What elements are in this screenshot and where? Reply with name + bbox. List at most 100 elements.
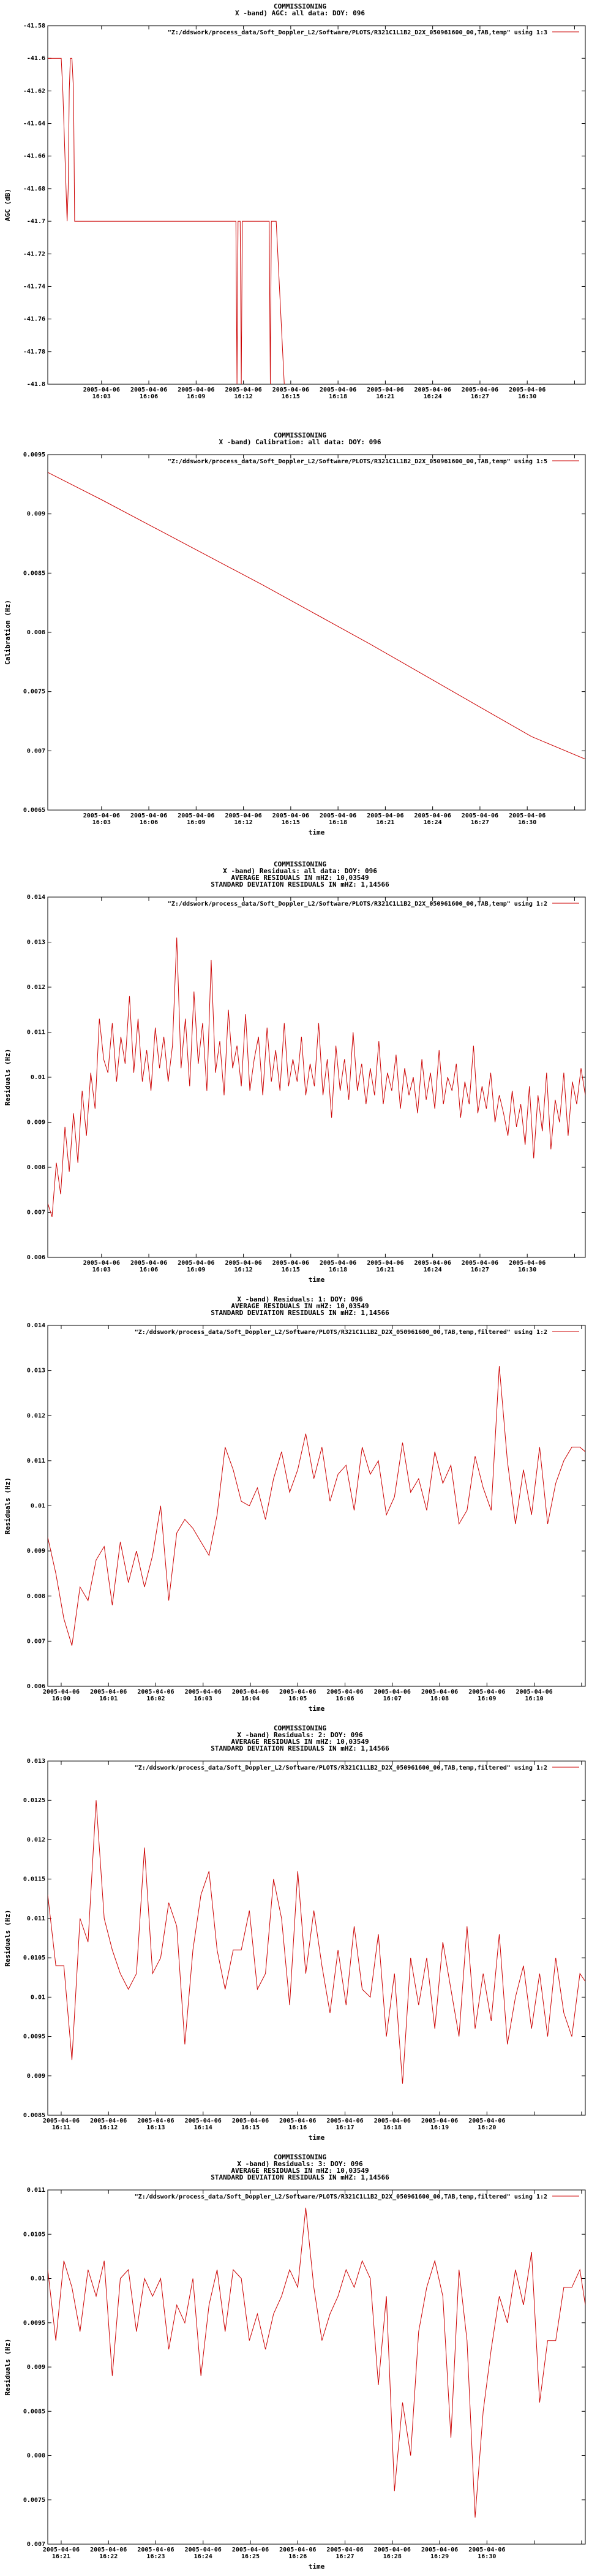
x-tick-label: 16:26: [288, 2553, 307, 2560]
x-tick-label: 16:16: [288, 2124, 307, 2131]
x-tick-label: 16:17: [336, 2124, 354, 2131]
x-tick-label: 16:30: [518, 393, 536, 400]
y-tick-label: 0.007: [27, 1638, 45, 1645]
x-axis-label: time: [309, 2563, 325, 2570]
x-tick-label: 2005-04-06: [509, 813, 546, 819]
x-tick-label: 16:09: [187, 819, 205, 826]
chart-title-line: COMMISSIONING: [274, 1724, 326, 1732]
y-tick-label: 0.007: [27, 2541, 45, 2548]
y-tick-label: -41.62: [23, 88, 45, 94]
x-tick-label: 2005-04-06: [185, 2118, 222, 2124]
chart-title-line: COMMISSIONING: [274, 860, 326, 868]
x-tick-label: 16:28: [383, 2553, 402, 2560]
y-tick-label: -41.64: [23, 121, 45, 127]
x-tick-label: 2005-04-06: [421, 2118, 458, 2124]
y-tick-label: 0.009: [27, 1548, 45, 1555]
y-tick-label: 0.0075: [23, 2497, 45, 2504]
x-tick-label: 2005-04-06: [83, 387, 120, 393]
x-tick-label: 2005-04-06: [462, 813, 498, 819]
x-tick-label: 16:15: [241, 2124, 260, 2131]
y-tick-label: -41.58: [23, 23, 45, 29]
legend-label: "Z:/ddswork/process_data/Soft_Doppler_L2…: [168, 458, 547, 465]
y-tick-label: 0.008: [27, 629, 45, 636]
x-tick-label: 16:15: [282, 393, 300, 400]
y-tick-label: 0.006: [27, 1683, 45, 1690]
x-tick-label: 2005-04-06: [43, 2547, 80, 2553]
x-tick-label: 16:21: [376, 819, 394, 826]
x-tick-label: 2005-04-06: [320, 387, 356, 393]
x-tick-label: 2005-04-06: [468, 1689, 505, 1695]
y-tick-label: 0.008: [27, 1593, 45, 1600]
y-tick-label: 0.011: [27, 1029, 45, 1036]
plot-frame: [47, 2189, 586, 2545]
x-tick-label: 2005-04-06: [178, 813, 214, 819]
chart-title-line: X -band) Residuals: 2: DOY: 096: [237, 1731, 363, 1739]
x-tick-label: 2005-04-06: [43, 1689, 80, 1695]
y-tick-label: 0.0095: [23, 2320, 45, 2327]
y-tick-label: 0.013: [27, 939, 45, 946]
x-tick-label: 16:08: [430, 1695, 449, 1702]
x-tick-label: 2005-04-06: [374, 2547, 411, 2553]
x-tick-label: 16:03: [92, 1267, 111, 1273]
y-tick-label: 0.012: [27, 1412, 45, 1419]
x-tick-label: 2005-04-06: [279, 2118, 316, 2124]
y-axis-label: Residuals (Hz): [4, 1477, 12, 1534]
chart-title-line: STANDARD DEVIATION RESIDUALS IN mHZ: 1,1…: [211, 1744, 389, 1752]
x-tick-label: 16:30: [478, 2553, 496, 2560]
x-tick-label: 2005-04-06: [326, 2118, 363, 2124]
x-tick-label: 2005-04-06: [137, 2547, 174, 2553]
x-tick-label: 2005-04-06: [232, 1689, 269, 1695]
y-tick-label: 0.01: [31, 2276, 45, 2282]
y-tick-label: 0.0105: [23, 2231, 45, 2238]
x-tick-label: 16:12: [234, 393, 253, 400]
x-tick-label: 2005-04-06: [83, 813, 120, 819]
x-tick-label: 2005-04-06: [130, 387, 167, 393]
x-tick-label: 2005-04-06: [272, 387, 309, 393]
y-tick-label: 0.009: [27, 1119, 45, 1126]
x-tick-label: 2005-04-06: [414, 1260, 451, 1267]
x-tick-label: 16:14: [194, 2124, 212, 2131]
x-tick-label: 16:01: [99, 1695, 118, 1702]
x-tick-label: 16:18: [329, 819, 347, 826]
y-tick-label: -41.8: [27, 381, 45, 388]
x-tick-label: 2005-04-06: [272, 813, 309, 819]
x-tick-label: 16:24: [424, 819, 442, 826]
legend-label: "Z:/ddswork/process_data/Soft_Doppler_L2…: [168, 900, 547, 907]
x-tick-label: 2005-04-06: [374, 2118, 411, 2124]
x-tick-label: 2005-04-06: [225, 813, 261, 819]
series-line: [48, 1366, 585, 1646]
y-axis-label: Residuals (Hz): [4, 1049, 12, 1106]
x-tick-label: 2005-04-06: [83, 1260, 120, 1267]
x-tick-label: 2005-04-06: [90, 2547, 127, 2553]
chart-title-line: COMMISSIONING: [274, 2, 326, 10]
x-tick-label: 2005-04-06: [279, 1689, 316, 1695]
x-tick-label: 2005-04-06: [137, 2118, 174, 2124]
x-tick-label: 2005-04-06: [468, 2118, 505, 2124]
x-tick-label: 16:11: [52, 2124, 70, 2131]
x-tick-label: 16:03: [92, 393, 111, 400]
x-tick-label: 16:09: [478, 1695, 496, 1702]
x-axis-label: time: [309, 2134, 325, 2142]
y-tick-label: -41.66: [23, 153, 45, 160]
x-tick-label: 2005-04-06: [367, 813, 403, 819]
chart-calibration: COMMISSIONING X -band) Calibration: all d…: [0, 429, 600, 839]
x-tick-label: 2005-04-06: [326, 1689, 363, 1695]
chart-residuals-3: COMMISSIONING X -band) Residuals: 3: DOY:…: [0, 2151, 600, 2574]
series-line: [48, 938, 585, 1218]
x-tick-label: 16:02: [146, 1695, 165, 1702]
x-tick-label: 16:06: [140, 1267, 158, 1273]
x-tick-label: 16:13: [146, 2124, 165, 2131]
x-tick-label: 16:15: [282, 1267, 300, 1273]
x-tick-label: 16:25: [241, 2553, 260, 2560]
legend-label: "Z:/ddswork/process_data/Soft_Doppler_L2…: [168, 29, 547, 36]
y-tick-label: -41.6: [27, 55, 45, 62]
x-tick-label: 2005-04-06: [272, 1260, 309, 1267]
y-tick-label: 0.0085: [23, 2408, 45, 2415]
chart-title-line: X -band) AGC: all data: DOY: 096: [235, 9, 365, 17]
x-tick-label: 16:30: [518, 819, 536, 826]
y-tick-label: 0.013: [27, 1368, 45, 1374]
x-tick-label: 16:07: [383, 1695, 402, 1702]
x-tick-label: 2005-04-06: [414, 387, 451, 393]
